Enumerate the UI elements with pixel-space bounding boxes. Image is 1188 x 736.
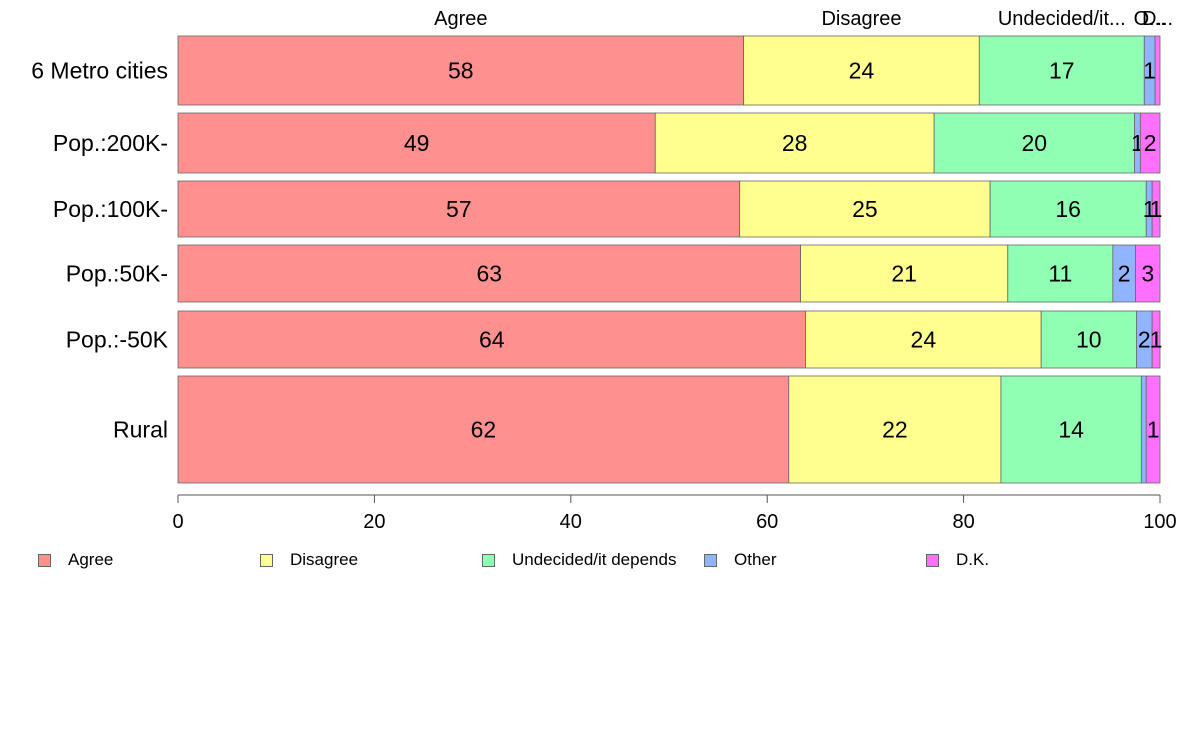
data-label-6-metro-cities-agree: 58 xyxy=(448,58,474,84)
data-label-6-metro-cities-disagree: 24 xyxy=(849,58,875,84)
legend-item-dk: D.K. xyxy=(926,548,989,572)
x-tick-label-100: 100 xyxy=(1143,511,1176,533)
x-tick-label-0: 0 xyxy=(172,511,183,533)
bar-pop-50k-undecided-it-depends xyxy=(1007,244,1114,303)
data-label-pop-200k-undecided-it-depends: 20 xyxy=(1022,130,1048,156)
bar-6-metro-cities-agree xyxy=(177,35,745,106)
category-label-pop-50k: Pop.:-50K xyxy=(66,327,169,353)
bar-rural-undecided-it-depends xyxy=(1000,375,1142,484)
bar-pop-100k-undecided-it-depends xyxy=(989,180,1147,238)
bar-pop-200k-d-k xyxy=(1139,112,1161,174)
legend-label-agree: Agree xyxy=(68,550,114,569)
data-label-pop-50k-disagree: 24 xyxy=(911,327,937,353)
bar-rural-other xyxy=(1140,375,1147,484)
x-tick-label-20: 20 xyxy=(363,511,385,533)
data-label-pop-50k-other: 2 xyxy=(1138,327,1151,353)
data-label-pop-50k-d-k: 1 xyxy=(1150,327,1163,353)
bar-rural-d-k xyxy=(1145,375,1161,484)
legend-item-disagree: Disagree xyxy=(260,548,358,572)
bar-pop-50k-agree xyxy=(177,310,806,369)
top-series-label-d-k: D... xyxy=(1142,8,1173,30)
bar-pop-50k-agree xyxy=(177,244,801,303)
legend-label-disagree: Disagree xyxy=(290,550,359,569)
data-label-rural-undecided-it-depends: 14 xyxy=(1058,417,1084,443)
legend-item-agree: Agree xyxy=(38,548,113,572)
data-label-pop-100k-agree: 57 xyxy=(446,196,472,222)
x-tick-label-80: 80 xyxy=(952,511,974,533)
bar-rural-agree xyxy=(177,375,790,484)
category-label-6-metro-cities: 6 Metro cities xyxy=(31,58,168,84)
legend-label-dk: D.K. xyxy=(956,550,990,569)
bar-pop-50k-disagree xyxy=(805,310,1042,369)
bar-pop-100k-disagree xyxy=(739,180,991,238)
data-label-pop-200k-agree: 49 xyxy=(404,130,430,156)
legend-label-other: Other xyxy=(734,550,777,569)
legend-swatch-dk xyxy=(926,553,939,567)
data-label-pop-50k-undecided-it-depends: 11 xyxy=(1048,261,1072,287)
top-series-label-undecided-it-depends: Undecided/it... xyxy=(998,8,1126,30)
legend: Agree Disagree Undecided/it depends Othe… xyxy=(38,548,1158,572)
data-label-rural-agree: 62 xyxy=(471,417,497,443)
data-label-pop-100k-d-k: 1 xyxy=(1150,196,1163,222)
data-label-pop-50k-disagree: 21 xyxy=(891,261,917,287)
legend-item-other: Other xyxy=(704,548,777,572)
data-label-6-metro-cities-other: 1 xyxy=(1143,58,1156,84)
bar-6-metro-cities-disagree xyxy=(743,35,980,106)
legend-label-undecided: Undecided/it depends xyxy=(512,550,677,569)
bar-pop-50k-undecided-it-depends xyxy=(1040,310,1137,369)
data-label-pop-50k-d-k: 3 xyxy=(1141,261,1154,287)
legend-swatch-other xyxy=(704,553,717,567)
data-label-pop-50k-undecided-it-depends: 10 xyxy=(1076,327,1102,353)
data-label-rural-d-k: 1 xyxy=(1147,417,1160,443)
data-label-6-metro-cities-undecided-it-depends: 17 xyxy=(1049,58,1075,84)
data-label-rural-disagree: 22 xyxy=(882,417,908,443)
category-label-pop-50k: Pop.:50K- xyxy=(66,261,168,287)
bar-pop-50k-disagree xyxy=(800,244,1009,303)
bar-6-metro-cities-d-k xyxy=(1154,35,1161,106)
top-series-label-agree: Agree xyxy=(434,8,487,30)
x-tick-label-60: 60 xyxy=(756,511,778,533)
legend-item-undecided: Undecided/it depends xyxy=(482,548,676,572)
legend-swatch-agree xyxy=(38,553,51,567)
top-series-label-other: O... xyxy=(1134,8,1166,30)
category-label-rural: Rural xyxy=(113,417,168,443)
data-label-pop-100k-disagree: 25 xyxy=(852,196,878,222)
bar-pop-100k-agree xyxy=(177,180,741,238)
category-label-pop-200k: Pop.:200K- xyxy=(53,130,168,156)
bar-pop-200k-undecided-it-depends xyxy=(933,112,1135,174)
bar-6-metro-cities-undecided-it-depends xyxy=(978,35,1145,106)
data-label-pop-50k-agree: 64 xyxy=(479,327,505,353)
data-label-pop-200k-disagree: 28 xyxy=(782,130,808,156)
data-label-pop-200k-d-k: 2 xyxy=(1144,130,1157,156)
bar-pop-200k-disagree xyxy=(654,112,935,174)
bar-pop-50k-d-k xyxy=(1135,244,1161,303)
category-label-pop-100k: Pop.:100K- xyxy=(53,196,168,222)
data-label-pop-50k-agree: 63 xyxy=(476,261,502,287)
top-series-label-disagree: Disagree xyxy=(821,8,901,30)
bar-pop-200k-agree xyxy=(177,112,656,174)
bar-rural-disagree xyxy=(788,375,1002,484)
legend-swatch-disagree xyxy=(260,553,273,567)
data-label-pop-50k-other: 2 xyxy=(1118,261,1131,287)
bar-pop-100k-d-k xyxy=(1151,180,1161,238)
bar-pop-50k-d-k xyxy=(1151,310,1161,369)
legend-swatch-undecided xyxy=(482,553,495,567)
data-label-pop-100k-undecided-it-depends: 16 xyxy=(1055,196,1081,222)
x-tick-label-40: 40 xyxy=(560,511,582,533)
